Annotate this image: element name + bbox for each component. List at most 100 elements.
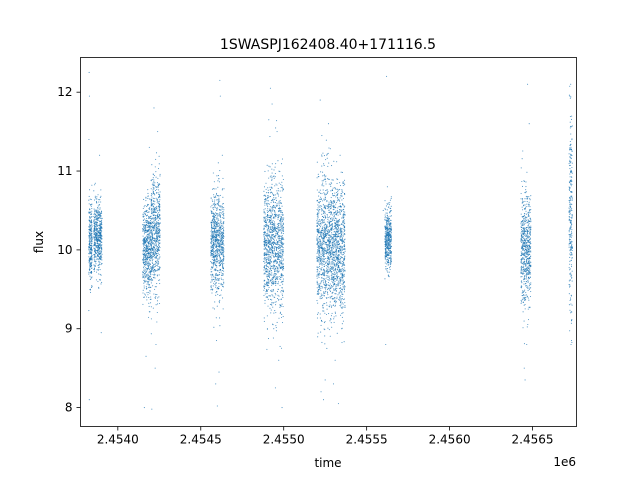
data-point (325, 208, 327, 210)
data-point (263, 209, 265, 211)
data-point (216, 247, 218, 250)
data-point (329, 221, 331, 223)
data-point (343, 234, 345, 236)
data-point (221, 248, 223, 250)
data-point (327, 275, 329, 277)
data-point (317, 302, 319, 304)
data-point (152, 203, 155, 205)
data-point (279, 226, 281, 229)
data-point (326, 201, 328, 203)
data-point (267, 203, 269, 205)
data-point (149, 217, 151, 220)
data-point (144, 263, 146, 265)
data-point (274, 237, 276, 239)
data-point (156, 226, 158, 228)
data-point (147, 222, 150, 224)
data-point (322, 213, 324, 215)
data-point (151, 231, 153, 233)
data-point (220, 229, 222, 231)
data-point (330, 239, 332, 241)
data-point (156, 230, 158, 232)
data-point (95, 236, 97, 238)
data-point (156, 221, 158, 223)
data-point (150, 232, 152, 234)
data-point (273, 221, 276, 223)
data-point (316, 275, 318, 277)
data-point (326, 214, 328, 216)
data-point (145, 245, 147, 247)
data-point (217, 213, 219, 215)
data-point (216, 213, 218, 215)
data-point (210, 262, 213, 264)
data-point (143, 241, 145, 243)
data-point (341, 302, 343, 304)
data-point (271, 250, 273, 252)
data-point (221, 267, 224, 269)
data-point (328, 261, 330, 263)
data-point (320, 285, 322, 287)
data-point (317, 336, 319, 338)
data-point (218, 181, 220, 183)
data-point (151, 225, 153, 227)
data-point (321, 215, 323, 218)
data-point (89, 227, 92, 229)
data-point (146, 211, 148, 214)
data-point (211, 253, 213, 255)
data-point (218, 248, 220, 250)
data-point (323, 310, 325, 312)
data-point (317, 272, 319, 274)
data-point (148, 247, 150, 249)
data-point (144, 205, 146, 207)
data-point (212, 246, 214, 249)
data-point (89, 221, 91, 223)
data-point (279, 235, 281, 237)
data-point (326, 270, 328, 272)
data-point (142, 228, 144, 230)
data-point (222, 203, 224, 205)
data-point (215, 214, 217, 216)
data-point (215, 243, 217, 245)
data-point (278, 247, 280, 249)
data-point (325, 234, 327, 236)
data-point (263, 225, 265, 227)
data-point (142, 289, 144, 291)
data-point (217, 254, 219, 256)
data-point (263, 229, 265, 231)
data-point (150, 213, 153, 215)
data-point (156, 237, 158, 239)
data-point (152, 191, 155, 193)
data-point (278, 236, 280, 238)
data-point (276, 193, 278, 195)
data-point (99, 154, 101, 156)
data-point (151, 266, 153, 268)
data-point (214, 245, 216, 247)
data-point (220, 247, 222, 249)
data-point (96, 240, 98, 242)
data-point (153, 210, 155, 212)
data-point (93, 253, 95, 256)
data-point (281, 263, 283, 265)
data-point (212, 238, 214, 240)
data-point (93, 219, 95, 221)
data-point (142, 249, 144, 252)
data-point (150, 302, 152, 304)
data-point (266, 164, 268, 166)
data-point (148, 268, 150, 270)
data-point (143, 198, 145, 201)
data-point (149, 284, 151, 286)
data-point (324, 252, 326, 255)
data-point (268, 270, 271, 272)
data-point (323, 248, 325, 250)
data-point (100, 189, 102, 191)
data-point (329, 304, 331, 306)
data-point (268, 250, 270, 252)
data-point (148, 316, 150, 318)
data-point (320, 277, 323, 279)
data-point (222, 196, 224, 198)
data-point (319, 289, 321, 291)
data-point (318, 218, 320, 221)
data-point (218, 277, 220, 279)
data-point (335, 293, 337, 295)
data-point (219, 258, 221, 260)
data-point (218, 287, 220, 290)
